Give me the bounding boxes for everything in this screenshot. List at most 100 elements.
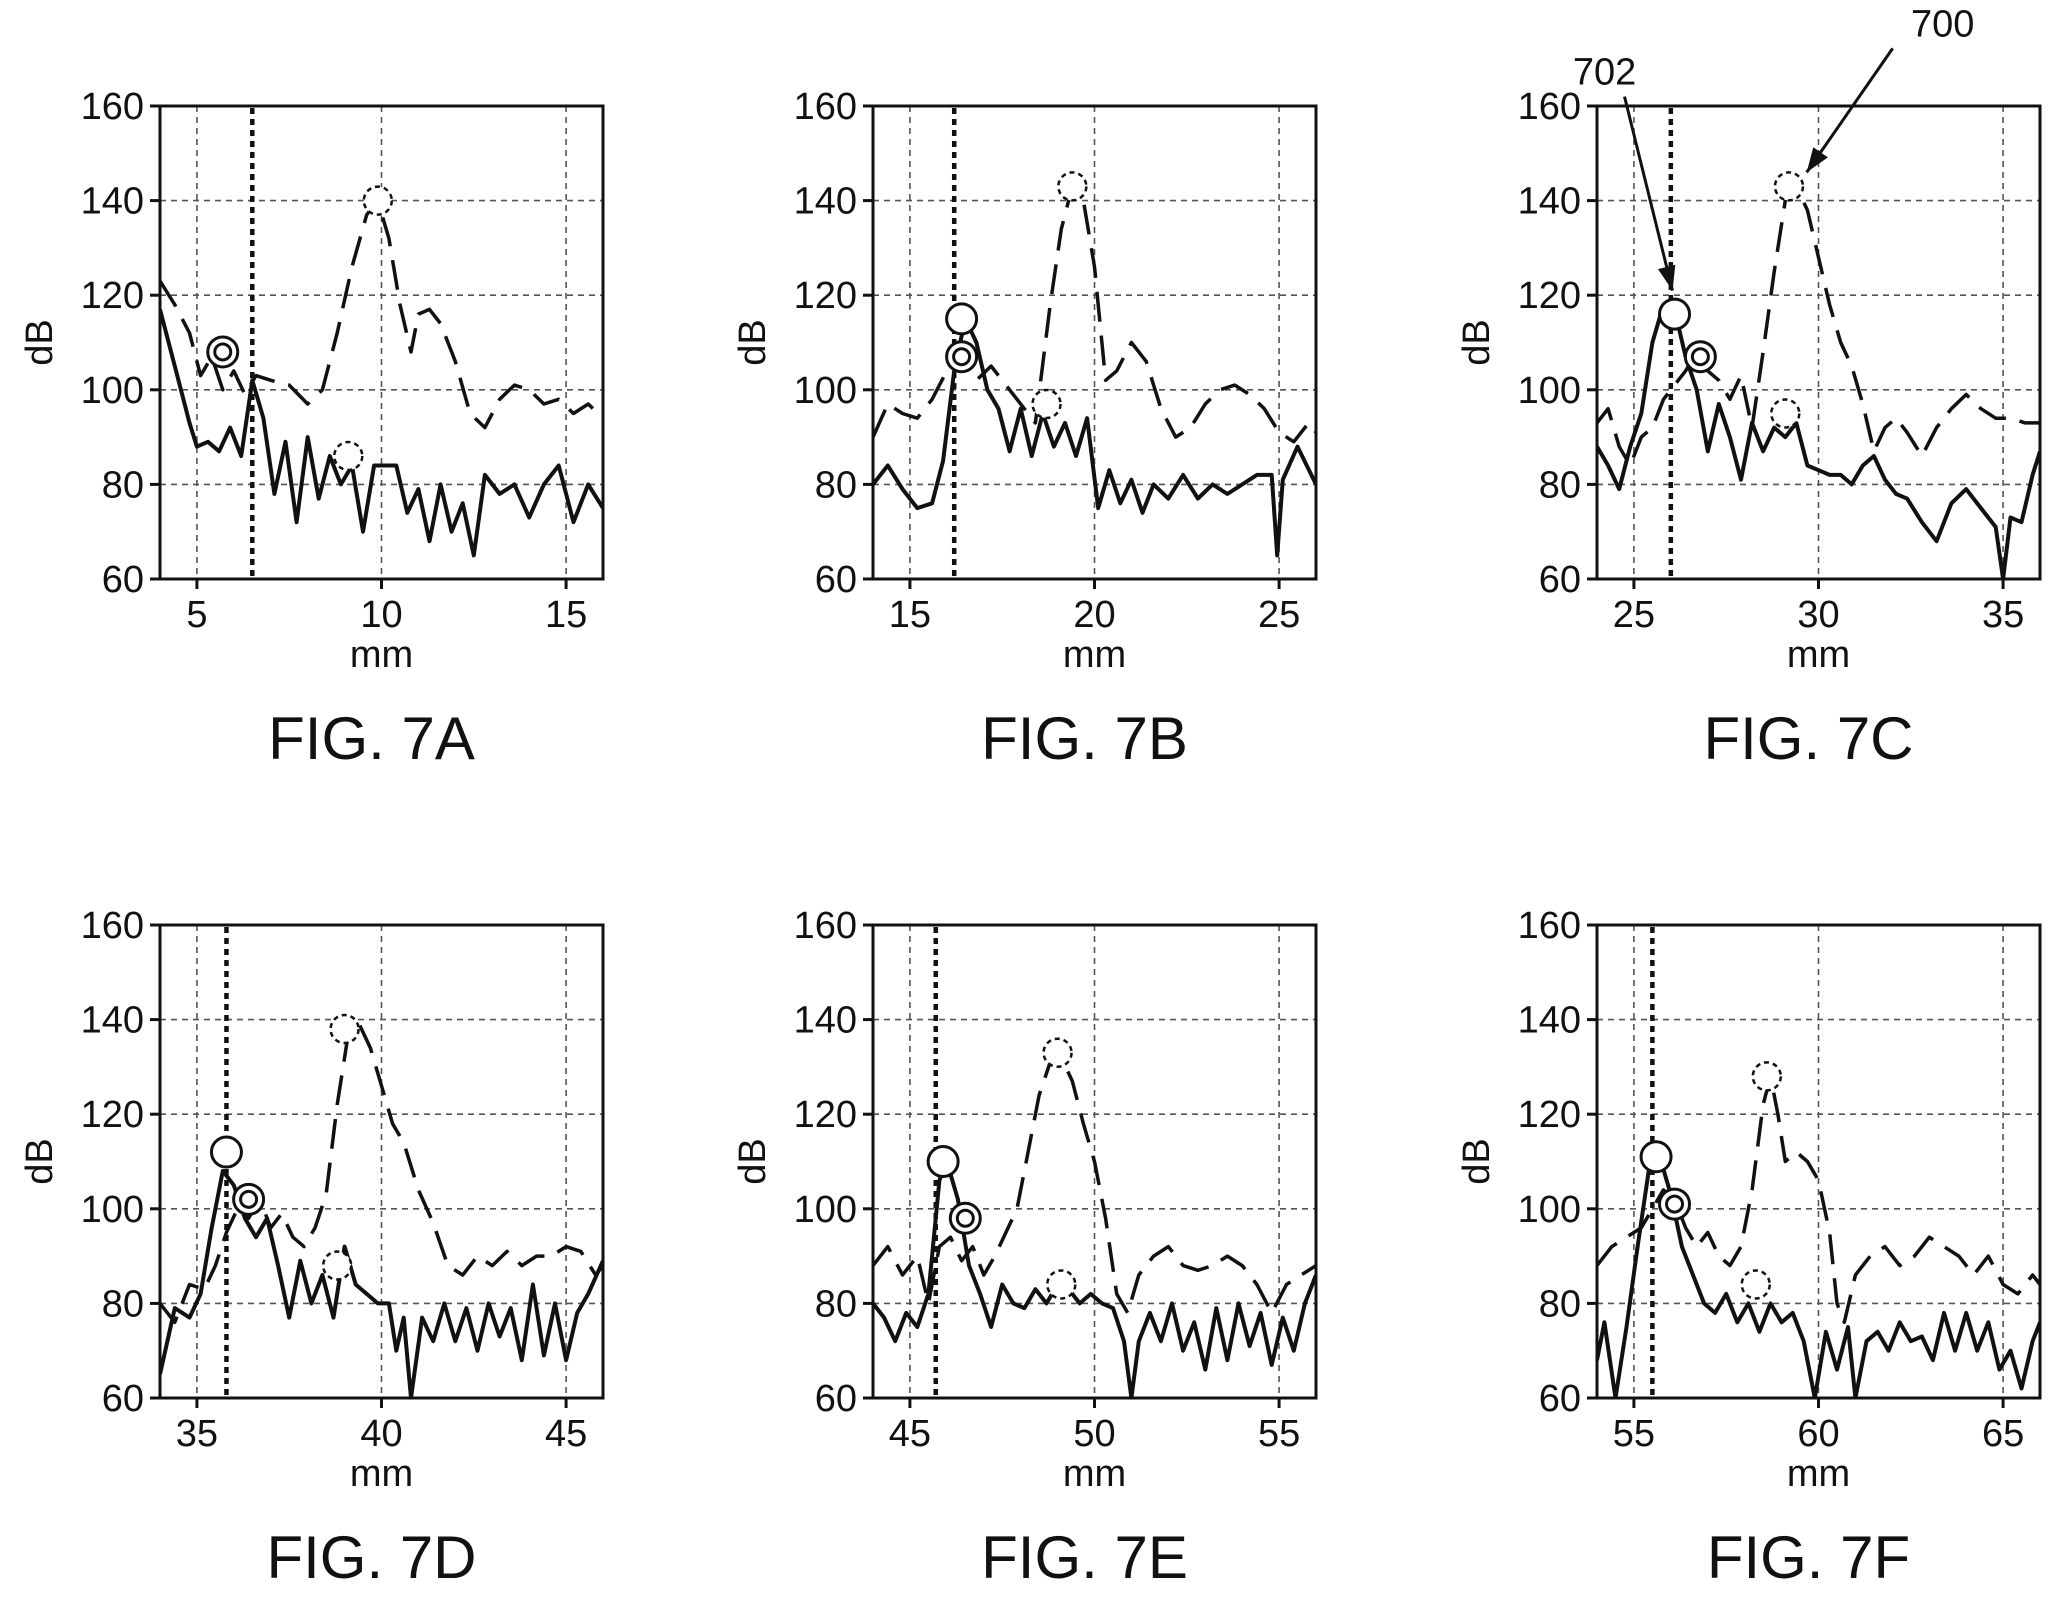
y-tick-label: 120 [81, 1094, 144, 1136]
peak-marker-solid [1658, 1187, 1692, 1221]
y-tick-label: 160 [794, 905, 857, 947]
peak-marker-solid [232, 1182, 266, 1216]
y-tick-label: 60 [815, 559, 857, 601]
callout-label: 702 [1573, 52, 1636, 94]
y-tick-label: 120 [1518, 1094, 1581, 1136]
y-tick-label: 80 [815, 1283, 857, 1325]
x-axis-label: mm [350, 634, 413, 676]
y-tick-label: 100 [81, 370, 144, 412]
x-axis-label: mm [1787, 634, 1850, 676]
peak-marker-solid [1683, 340, 1717, 374]
callout-arrowhead [1658, 264, 1676, 291]
figure-caption: FIG. 7E [981, 1524, 1188, 1591]
callout-label: 700 [1911, 3, 1974, 45]
peak-marker-dashed [362, 185, 394, 216]
y-tick-label: 160 [81, 86, 144, 128]
chart-panel: 60 80 100 120 140 160 25 30 35 mm dB 702 700 FIG. 7C [1456, 3, 2042, 772]
peak-marker-inner [952, 347, 972, 367]
peak-marker-dashed [321, 1250, 353, 1281]
callout-leader-line [1623, 96, 1674, 292]
x-tick-label: 25 [1258, 594, 1300, 636]
peak-marker-solid [945, 302, 979, 336]
y-tick-label: 140 [794, 1000, 857, 1042]
peak-marker-solid [926, 1145, 960, 1178]
peak-marker-dashed [1046, 1269, 1077, 1300]
y-tick-label: 100 [794, 370, 857, 412]
peak-marker-inner [955, 1208, 975, 1228]
figure-caption: FIG. 7A [268, 705, 475, 772]
peak-marker-solid [948, 1201, 982, 1235]
peak-marker-solid [1639, 1140, 1673, 1174]
x-tick-label: 5 [186, 594, 207, 636]
peak-marker-solid [209, 1135, 243, 1169]
callout-leader-line [1805, 47, 1894, 174]
callout-arrowhead [1806, 147, 1828, 173]
peak-marker-inner [213, 342, 233, 362]
x-tick-label: 55 [1613, 1413, 1655, 1455]
x-axis-label: mm [350, 1453, 413, 1495]
x-tick-label: 30 [1797, 594, 1839, 636]
x-axis-label: mm [1063, 1453, 1126, 1495]
figure-caption: FIG. 7F [1707, 1524, 1910, 1591]
x-tick-label: 35 [176, 1413, 218, 1455]
figure-caption: FIG. 7B [981, 705, 1188, 772]
peak-marker-dashed [1057, 171, 1088, 202]
y-tick-label: 60 [815, 1378, 857, 1420]
peak-marker-inner [239, 1189, 259, 1209]
x-tick-label: 25 [1613, 594, 1655, 636]
series-line-dashed [1597, 1074, 2040, 1325]
y-tick-label: 60 [1539, 559, 1581, 601]
series-line-dashed [873, 1055, 1316, 1315]
x-tick-label: 45 [889, 1413, 931, 1455]
peak-marker-dashed [1031, 388, 1062, 420]
y-tick-label: 80 [1539, 464, 1581, 506]
x-tick-label: 15 [889, 594, 931, 636]
y-tick-label: 80 [102, 464, 144, 506]
y-axis-label: dB [732, 1138, 774, 1184]
y-tick-label: 80 [102, 1283, 144, 1325]
y-tick-label: 160 [1518, 86, 1581, 128]
series-line-solid [160, 308, 603, 558]
y-tick-label: 100 [1518, 370, 1581, 412]
chart-panel: 60 80 100 120 140 160 45 50 55 mm dB FIG. 7E [732, 905, 1318, 1591]
y-tick-label: 140 [81, 1000, 144, 1042]
y-tick-label: 120 [81, 275, 144, 317]
peak-marker-dashed [329, 1013, 360, 1045]
y-tick-label: 160 [1518, 905, 1581, 947]
x-tick-label: 35 [1982, 594, 2024, 636]
y-tick-label: 100 [794, 1189, 857, 1231]
peak-marker-dashed [1751, 1061, 1783, 1092]
peak-marker-dashed [333, 440, 364, 472]
peak-marker-solid [945, 340, 979, 374]
y-axis-label: dB [19, 1138, 61, 1184]
x-tick-label: 15 [545, 594, 587, 636]
y-tick-label: 120 [794, 275, 857, 317]
chart-panel: 60 80 100 120 140 160 35 40 45 mm dB FIG. 7D [19, 905, 605, 1591]
figure-caption: FIG. 7D [266, 1524, 476, 1591]
series-line-dashed [160, 198, 603, 430]
y-tick-label: 160 [81, 905, 144, 947]
peak-marker-solid [1658, 297, 1692, 331]
y-tick-label: 140 [81, 181, 144, 223]
x-axis-label: mm [1787, 1453, 1850, 1495]
figure-caption: FIG. 7C [1703, 705, 1913, 772]
series-line-dashed [1597, 184, 2040, 468]
x-tick-label: 60 [1797, 1413, 1839, 1455]
y-axis-label: dB [732, 319, 774, 365]
peak-marker-dashed [1740, 1269, 1771, 1300]
chart-panel: 60 80 100 120 140 160 5 10 15 mm dB FIG. 7A [19, 86, 605, 772]
peak-marker-inner [1690, 347, 1710, 367]
y-tick-label: 60 [102, 1378, 144, 1420]
y-tick-label: 140 [1518, 1000, 1581, 1042]
series-line-dashed [160, 1022, 603, 1325]
y-tick-label: 80 [815, 464, 857, 506]
y-tick-label: 120 [794, 1094, 857, 1136]
x-tick-label: 20 [1073, 594, 1115, 636]
x-axis-label: mm [1063, 634, 1126, 676]
peak-marker-dashed [1042, 1037, 1073, 1068]
x-tick-label: 55 [1258, 1413, 1300, 1455]
x-tick-label: 50 [1073, 1413, 1115, 1455]
series-line-solid [1597, 1154, 2040, 1398]
x-tick-label: 45 [545, 1413, 587, 1455]
